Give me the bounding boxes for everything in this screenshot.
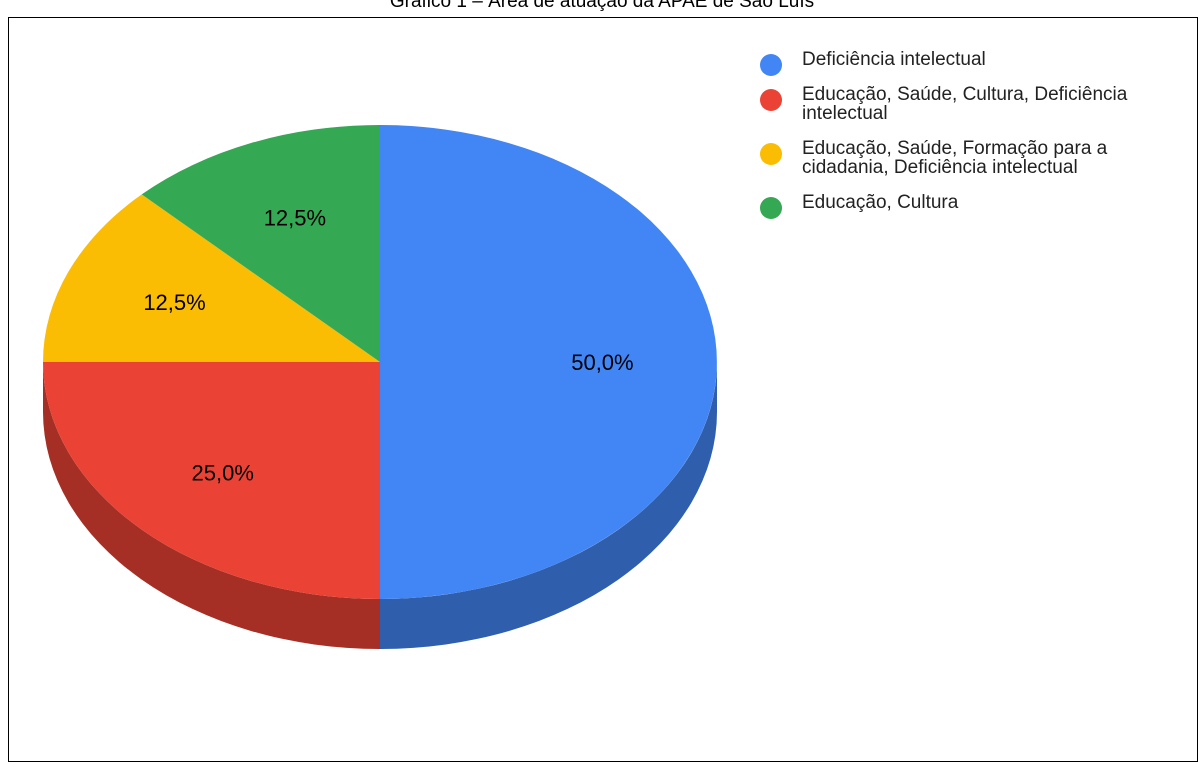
legend-label: Educação, Saúde, Cultura, Deficiência in… bbox=[802, 84, 1128, 124]
legend-swatch-icon bbox=[760, 143, 782, 165]
legend: Deficiência intelectual Educação, Saúde, … bbox=[760, 50, 1200, 228]
legend-label: Educação, Cultura bbox=[802, 192, 959, 213]
pie-slice-4 bbox=[141, 125, 380, 362]
pie-slice-3 bbox=[43, 194, 380, 362]
legend-item-2: Educação, Saúde, Cultura, Deficiência in… bbox=[760, 85, 1200, 123]
slice-label-4: 12,5% bbox=[264, 205, 326, 230]
legend-label: Educação, Saúde, Formação para a cidadan… bbox=[802, 138, 1108, 178]
pie-slice-1 bbox=[380, 125, 717, 599]
slice-label-1: 50,0% bbox=[571, 350, 633, 375]
pie-slice-side-1 bbox=[380, 362, 717, 649]
legend-swatch-icon bbox=[760, 89, 782, 111]
legend-swatch-icon bbox=[760, 54, 782, 76]
legend-item-1: Deficiência intelectual bbox=[760, 49, 1200, 76]
legend-item-4: Educação, Cultura bbox=[760, 192, 1200, 219]
legend-item-3: Educação, Saúde, Formação para a cidadan… bbox=[760, 139, 1200, 177]
slice-label-2: 25,0% bbox=[192, 461, 254, 486]
pie-slice-2 bbox=[43, 362, 380, 599]
slice-label-3: 12,5% bbox=[143, 290, 205, 315]
pie-slice-side-2 bbox=[43, 362, 380, 649]
chart-title: Gráfico 1 – Área de atuação da APAE de S… bbox=[389, 0, 815, 12]
legend-swatch-icon bbox=[760, 197, 782, 219]
legend-label: Deficiência intelectual bbox=[802, 49, 986, 70]
